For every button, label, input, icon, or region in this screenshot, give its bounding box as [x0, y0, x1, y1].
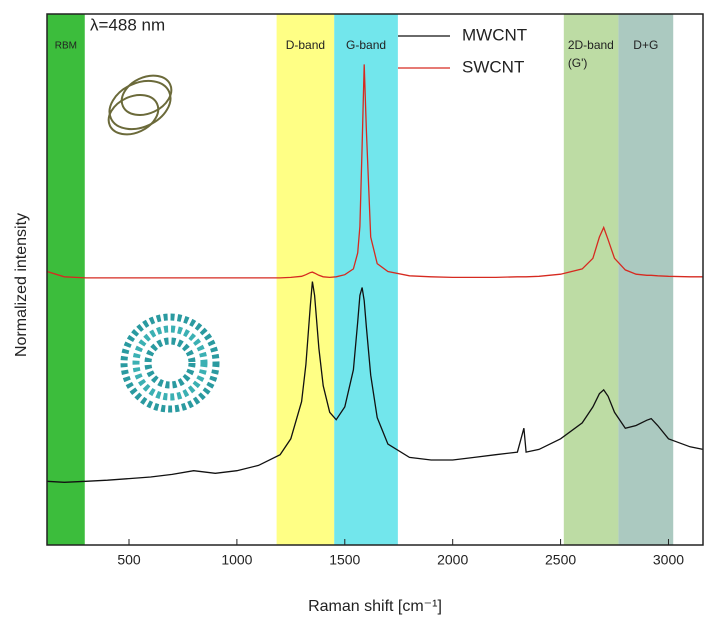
band — [334, 14, 398, 545]
x-axis-label: Raman shift [cm⁻¹] — [308, 598, 442, 615]
x-tick-label: 1500 — [329, 552, 360, 568]
band-label: (G') — [568, 56, 588, 70]
x-tick-label: 500 — [117, 552, 141, 568]
series-line — [46, 64, 703, 279]
band-label: G-band — [346, 38, 386, 52]
band-label: 2D-band — [568, 38, 614, 52]
band — [563, 14, 619, 545]
legend-label: MWCNT — [462, 25, 527, 44]
series-line — [46, 281, 704, 483]
x-tick-label: 2500 — [545, 552, 576, 568]
x-tick-label: 1000 — [221, 552, 252, 568]
band — [47, 14, 85, 545]
band — [276, 14, 335, 545]
plot-frame — [46, 13, 704, 546]
band-label: RBM — [55, 41, 77, 52]
x-tick-label: 3000 — [653, 552, 684, 568]
legend-label: SWCNT — [462, 57, 524, 76]
nanotube-illustrations — [107, 74, 220, 413]
y-axis-label: Normalized intensity — [13, 213, 30, 357]
x-tick-label: 2000 — [437, 552, 468, 568]
annotation: λ=488 nm — [90, 15, 165, 34]
band-label: D-band — [286, 38, 325, 52]
band — [618, 14, 674, 545]
band-label: D+G — [633, 38, 658, 52]
